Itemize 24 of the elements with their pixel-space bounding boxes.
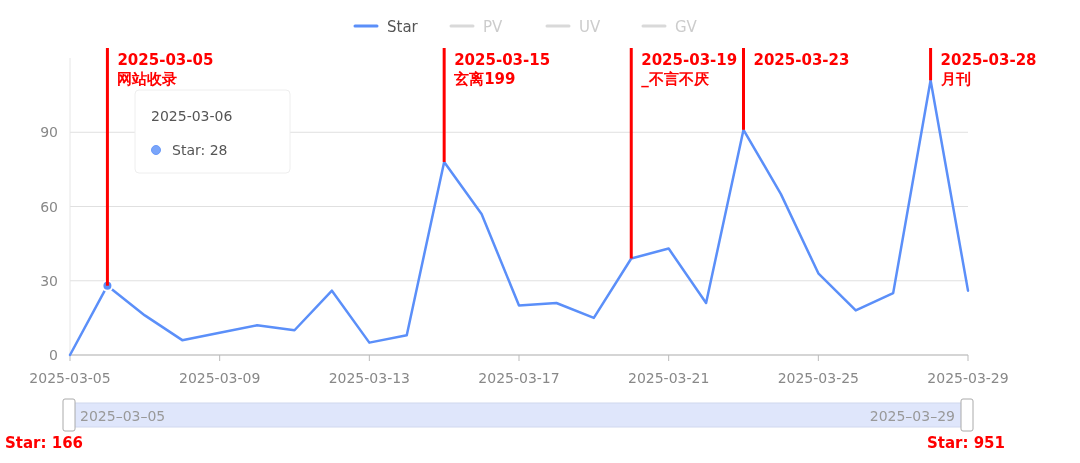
text: Star: 166	[5, 434, 84, 452]
x-tick-label: 2025-03-09	[178, 370, 261, 386]
y-tick-label: 0	[49, 347, 58, 363]
text: 2025–03–29	[869, 408, 955, 424]
annotation: 2025-03-19 _不言不厌	[641, 51, 738, 88]
y-tick-label: 60	[40, 198, 58, 215]
x-tick-label: 2025-03-17	[478, 370, 560, 386]
x-tick-label: 2025-03-21	[627, 370, 710, 386]
y-tick-label: 30	[40, 272, 58, 289]
text: 2025–03–05	[80, 408, 166, 424]
x-tick-label: 2025-03-29	[927, 370, 1009, 386]
x-tick-label: 2025-03-05	[29, 370, 111, 386]
text: Star: 951	[926, 434, 1005, 452]
legend-label: Star	[387, 18, 419, 36]
y-tick-label: 90	[40, 124, 58, 141]
annotation: 2025-03-06	[151, 108, 233, 124]
x-tick-label: 2025-03-25	[777, 370, 860, 386]
annotation: 2025-03-05 网站收录	[117, 51, 214, 88]
annotation: 2025-03-28 月刊	[939, 51, 1037, 88]
tooltip: 2025-03-06 Star: 28	[134, 89, 291, 174]
annotation: 2025-03-23	[753, 51, 850, 69]
x-tick-label: 2025-03-13	[328, 370, 411, 386]
legend: Star: 28	[172, 142, 228, 158]
annotation: 2025-03-15 玄离199	[453, 51, 551, 88]
